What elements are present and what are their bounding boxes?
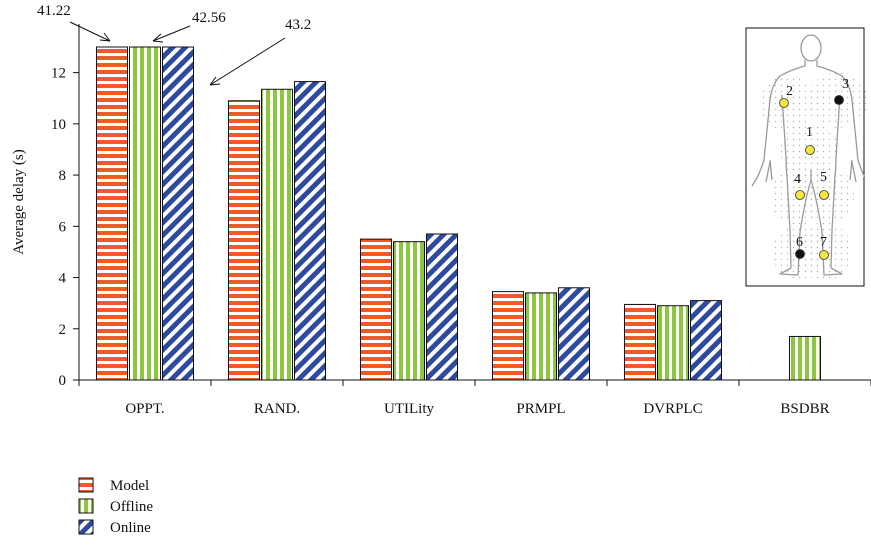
annotation-arrowhead-online-oppt — [209, 76, 221, 86]
x-ticks: OPPT. RAND. UTILity PRMPL DVRPLC BSDBR — [78, 380, 871, 417]
bar-offline-oppt — [129, 46, 161, 381]
y-tick-label: 0 — [59, 373, 67, 389]
annotation-arrowhead-model-oppt — [99, 32, 111, 42]
annotation-arrow-online-oppt — [209, 37, 286, 86]
y-tick-label: 8 — [59, 168, 67, 184]
sensor-3-dot — [834, 95, 844, 105]
sensor-7-dot — [819, 250, 829, 260]
sensor-7-label: 7 — [820, 235, 827, 250]
legend-label-model: Model — [110, 478, 149, 494]
legend-label-online: Online — [110, 520, 151, 536]
annotation-offline-oppt: 42.56 — [192, 10, 226, 26]
bar-model-rand — [228, 100, 260, 381]
body-sensor-inset: 1 2 3 4 5 6 7 — [745, 27, 868, 287]
sensor-4-label: 4 — [794, 172, 801, 187]
y-tick-label: 10 — [51, 117, 66, 133]
sensor-1-dot — [805, 145, 815, 155]
bar-offline-dvrplc — [657, 305, 689, 381]
legend-swatch-offline — [78, 498, 94, 514]
x-tick-label-dvrplc: DVRPLC — [643, 401, 702, 417]
bar-online-dvrplc — [690, 300, 722, 381]
annotation-arrow-model-oppt — [69, 21, 111, 42]
sensor-3-label: 3 — [842, 77, 849, 92]
bar-offline-bsdbr — [789, 335, 821, 381]
y-tick-label: 4 — [59, 271, 67, 287]
x-tick-label-utility: UTILity — [384, 401, 434, 417]
annotation-online-oppt: 43.2 — [285, 17, 311, 33]
y-axis-title: Average delay (s) — [11, 149, 27, 255]
annotation-model-oppt: 41.22 — [37, 3, 71, 19]
sensor-4-dot — [795, 190, 805, 200]
bar-online-rand — [294, 81, 326, 381]
bar-model-dvrplc — [624, 303, 656, 381]
sensor-2-dot — [779, 98, 789, 108]
bar-model-utility — [360, 238, 392, 381]
legend-label-offline: Offline — [110, 499, 153, 515]
y-tick-label: 2 — [59, 322, 67, 338]
sensor-6-dot — [795, 249, 805, 259]
bar-online-prmpl — [558, 287, 590, 381]
sensor-2-label: 2 — [786, 84, 793, 99]
annotation-arrow-offline-oppt — [152, 25, 191, 42]
bar-offline-rand — [261, 88, 293, 381]
bar-model-prmpl — [492, 291, 524, 381]
bar-online-oppt — [162, 46, 194, 381]
y-tick-label: 12 — [51, 66, 66, 82]
sensor-5-label: 5 — [820, 170, 827, 185]
x-tick-label-bsdbr: BSDBR — [780, 401, 829, 417]
sensor-6-label: 6 — [796, 235, 803, 250]
y-tick-label: 6 — [59, 219, 67, 235]
legend: Model Offline Online — [78, 477, 153, 536]
bar-online-utility — [426, 233, 458, 381]
legend-swatch-online — [78, 519, 94, 535]
bar-model-oppt — [96, 46, 128, 381]
x-tick-label-oppt: OPPT. — [125, 401, 164, 417]
y-ticks: 0 2 4 6 8 10 12 — [51, 66, 79, 389]
x-tick-label-prmpl: PRMPL — [516, 401, 565, 417]
bars — [96, 46, 821, 381]
human-body-icon — [751, 34, 866, 276]
sensor-1-label: 1 — [806, 125, 813, 140]
annotation-arrowhead-offline-oppt — [152, 33, 164, 43]
bar-offline-prmpl — [525, 292, 557, 381]
sensors: 1 2 3 4 5 6 7 — [779, 77, 849, 260]
legend-swatch-model — [78, 477, 94, 493]
x-tick-label-rand: RAND. — [254, 401, 300, 417]
bar-offline-utility — [393, 241, 425, 381]
sensor-5-dot — [819, 190, 829, 200]
value-annotations: 41.22 42.56 43.2 — [37, 3, 311, 86]
